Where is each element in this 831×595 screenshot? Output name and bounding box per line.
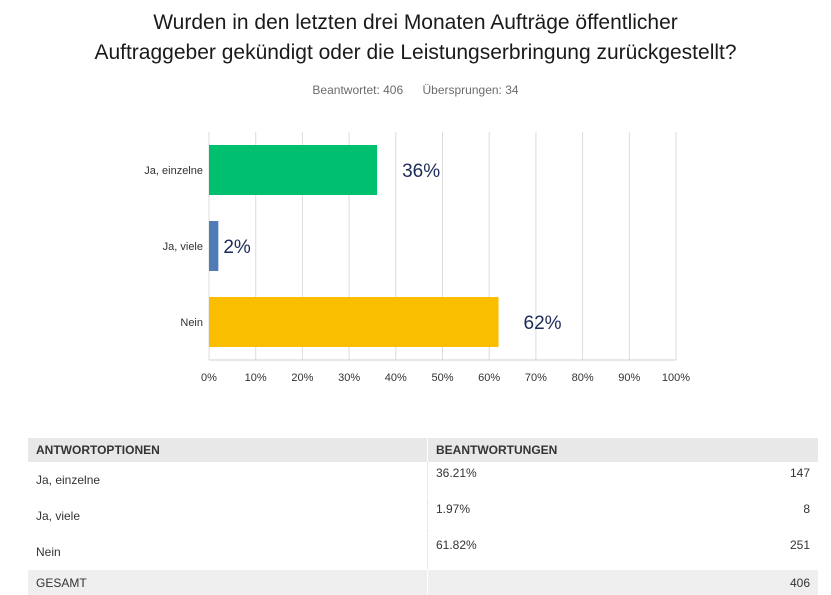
bar (209, 297, 499, 347)
header-responses: BEANTWORTUNGEN (428, 438, 819, 462)
bar-value-label: 62% (524, 313, 562, 334)
bar-value-label: 2% (223, 237, 251, 258)
row-percent: 36.21% (428, 462, 668, 498)
x-tick-label: 50% (431, 372, 453, 384)
x-tick-label: 20% (291, 372, 313, 384)
x-tick-label: 80% (572, 372, 594, 384)
y-category-label: Ja, einzelne (144, 165, 203, 177)
table-total-row: GESAMT 406 (28, 570, 818, 595)
bar-value-label: 36% (402, 161, 440, 182)
table-row: Ja, viele 1.97% 8 (28, 498, 818, 534)
bar (209, 221, 218, 271)
x-tick-label: 0% (201, 372, 217, 384)
x-tick-label: 40% (385, 372, 407, 384)
x-tick-label: 30% (338, 372, 360, 384)
row-count: 251 (667, 534, 818, 570)
table-header-row: ANTWORTOPTIONEN BEANTWORTUNGEN (28, 438, 818, 462)
y-category-label: Ja, viele (163, 241, 203, 253)
table-row: Nein 61.82% 251 (28, 534, 818, 570)
y-category-label: Nein (180, 317, 203, 329)
row-count: 147 (667, 462, 818, 498)
x-tick-label: 100% (662, 372, 690, 384)
header-options: ANTWORTOPTIONEN (28, 438, 428, 462)
row-option: Ja, viele (28, 498, 428, 534)
total-label: GESAMT (28, 570, 428, 595)
total-count: 406 (667, 570, 818, 595)
row-percent: 61.82% (428, 534, 668, 570)
row-option: Ja, einzelne (28, 462, 428, 498)
row-count: 8 (667, 498, 818, 534)
x-tick-label: 60% (478, 372, 500, 384)
row-percent: 1.97% (428, 498, 668, 534)
total-spacer (428, 570, 668, 595)
x-tick-label: 90% (618, 372, 640, 384)
bar-chart: 0% 10% 20% 30% 40% 50% 60% 70% 80% 90% 100% Ja, ein… (0, 0, 831, 400)
results-table: ANTWORTOPTIONEN BEANTWORTUNGEN Ja, einze… (28, 438, 818, 595)
x-tick-label: 10% (245, 372, 267, 384)
x-tick-label: 70% (525, 372, 547, 384)
table-row: Ja, einzelne 36.21% 147 (28, 462, 818, 498)
bar (209, 145, 377, 195)
row-option: Nein (28, 534, 428, 570)
